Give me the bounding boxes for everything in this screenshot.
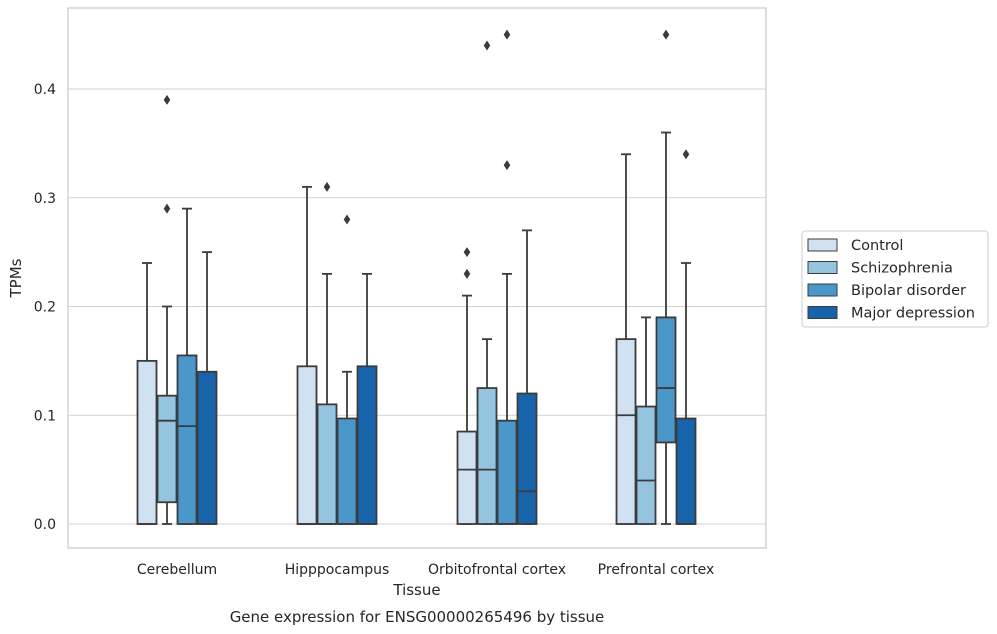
box-body	[476, 387, 498, 525]
legend-swatch	[807, 238, 838, 252]
x-tick-label: Cerebellum	[137, 562, 217, 578]
box-body	[156, 394, 178, 504]
box	[136, 262, 158, 525]
box	[336, 214, 358, 525]
legend-item: Major depression	[807, 306, 975, 322]
outlier-point	[163, 203, 171, 214]
box	[316, 181, 338, 525]
box-body	[655, 316, 677, 444]
y-axis-label: TPMs	[7, 258, 25, 298]
box-body	[615, 338, 637, 525]
box	[156, 94, 178, 525]
series-group	[176, 29, 677, 525]
box-body	[635, 405, 657, 525]
box	[635, 316, 657, 525]
y-tick-label: 0.2	[34, 300, 56, 316]
outlier-point	[503, 160, 511, 171]
box-body	[336, 417, 358, 525]
outlier-point	[323, 181, 331, 192]
box	[476, 40, 498, 525]
outlier-point	[463, 247, 471, 258]
x-tick-label: Prefrontal cortex	[598, 562, 715, 578]
box	[456, 247, 478, 525]
outlier-point	[163, 94, 171, 105]
outlier-point	[343, 214, 351, 225]
box	[496, 29, 518, 525]
box	[675, 149, 697, 525]
legend: Control Schizophrenia Bipolar disorder Majo…	[801, 230, 989, 328]
legend-label: Bipolar disorder	[851, 283, 966, 299]
outlier-point	[662, 29, 670, 40]
box-body	[176, 354, 198, 525]
plot-frame	[67, 7, 767, 549]
box-body	[516, 392, 538, 525]
box-body	[296, 365, 318, 525]
legend-swatch	[807, 261, 838, 274]
y-tick-labels: 0.0 0.1 0.2 0.3 0.4	[34, 82, 56, 533]
box-body	[136, 359, 158, 525]
outlier-point	[483, 40, 491, 51]
box	[196, 251, 218, 525]
x-axis-label: Tissue	[392, 581, 440, 599]
legend-item: Control	[807, 238, 903, 254]
legend-label: Control	[851, 238, 903, 254]
legend-label: Schizophrenia	[851, 261, 953, 277]
x-tick-label: Hipppocampus	[285, 562, 390, 578]
legend-item: Bipolar disorder	[807, 283, 966, 299]
box	[296, 185, 318, 525]
series-group	[196, 149, 697, 525]
outlier-point	[503, 29, 511, 40]
box	[516, 229, 538, 525]
box-body	[496, 419, 518, 525]
legend-label: Major depression	[851, 306, 975, 322]
y-tick-label: 0.0	[34, 517, 56, 533]
box	[655, 29, 677, 525]
legend-swatch	[807, 306, 838, 319]
box-body	[456, 430, 478, 525]
outlier-point	[682, 149, 690, 160]
legend-frame	[801, 230, 989, 328]
series-group	[156, 40, 657, 525]
legend-item: Schizophrenia	[807, 261, 953, 277]
box-body	[316, 403, 338, 525]
box	[615, 153, 637, 525]
y-tick-label: 0.4	[34, 82, 56, 98]
chart-caption: Gene expression for ENSG00000265496 by t…	[230, 608, 605, 626]
legend-swatch	[807, 283, 838, 297]
box	[176, 207, 198, 525]
y-tick-label: 0.1	[34, 408, 56, 424]
y-tick-label: 0.3	[34, 191, 56, 207]
x-tick-label: Orbitofrontal cortex	[428, 562, 566, 578]
series-group	[136, 153, 637, 525]
box-body	[356, 365, 378, 525]
box-body	[675, 417, 697, 525]
box-body	[196, 370, 218, 525]
box-series	[136, 29, 697, 525]
outlier-point	[463, 268, 471, 279]
x-tick-labels: Cerebellum Hipppocampus Orbitofrontal cort…	[137, 562, 714, 578]
box	[356, 272, 378, 525]
